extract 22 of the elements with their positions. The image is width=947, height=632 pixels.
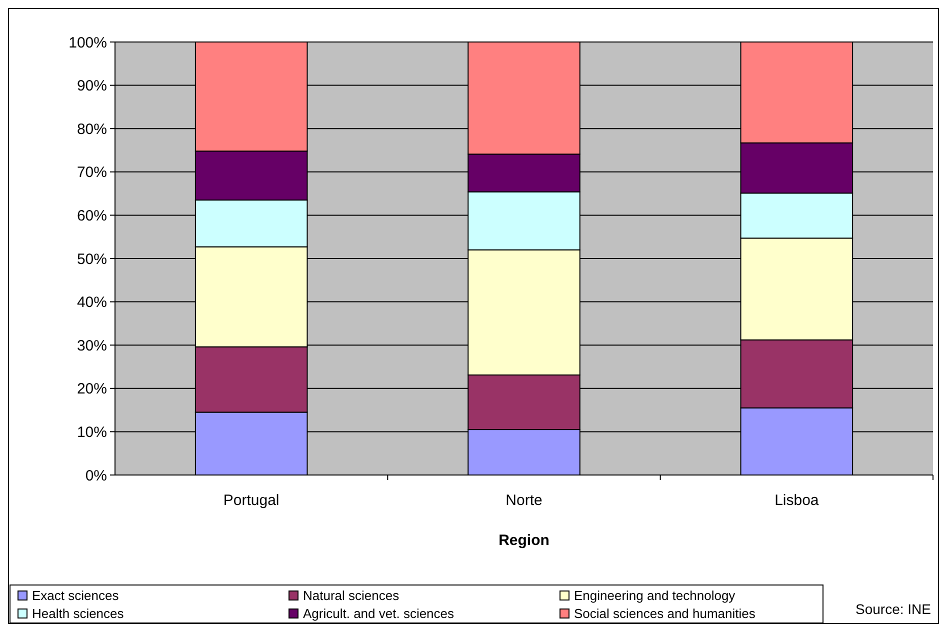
legend-label: Exact sciences [32,588,120,603]
y-tick-label: 0% [85,467,107,484]
y-tick-label: 50% [76,250,107,268]
x-tick-label: Lisboa [774,492,820,509]
y-tick-label: 10% [76,424,107,441]
legend-label: Natural sciences [303,588,400,603]
legend-label: Engineering and technology [574,588,736,603]
source-note: Source: INE [856,601,931,617]
y-tick-label: 60% [76,207,107,224]
y-tick-label: 100% [68,34,107,52]
y-tick-label: 20% [76,380,107,398]
y-tick-label: 40% [76,294,107,312]
legend-label: Health sciences [32,606,124,621]
x-tick-label: Portugal [223,492,280,509]
legend-label: Agricult. and vet. sciences [303,606,455,621]
y-tick-label: 70% [76,164,107,182]
y-tick-label: 90% [76,78,107,95]
y-tick-label: 80% [76,120,107,138]
legend-label: Social sciences and humanities [574,606,756,621]
y-tick-label: 30% [76,337,107,354]
x-axis-title: Region [498,532,550,549]
x-tick-label: Norte [506,492,542,509]
